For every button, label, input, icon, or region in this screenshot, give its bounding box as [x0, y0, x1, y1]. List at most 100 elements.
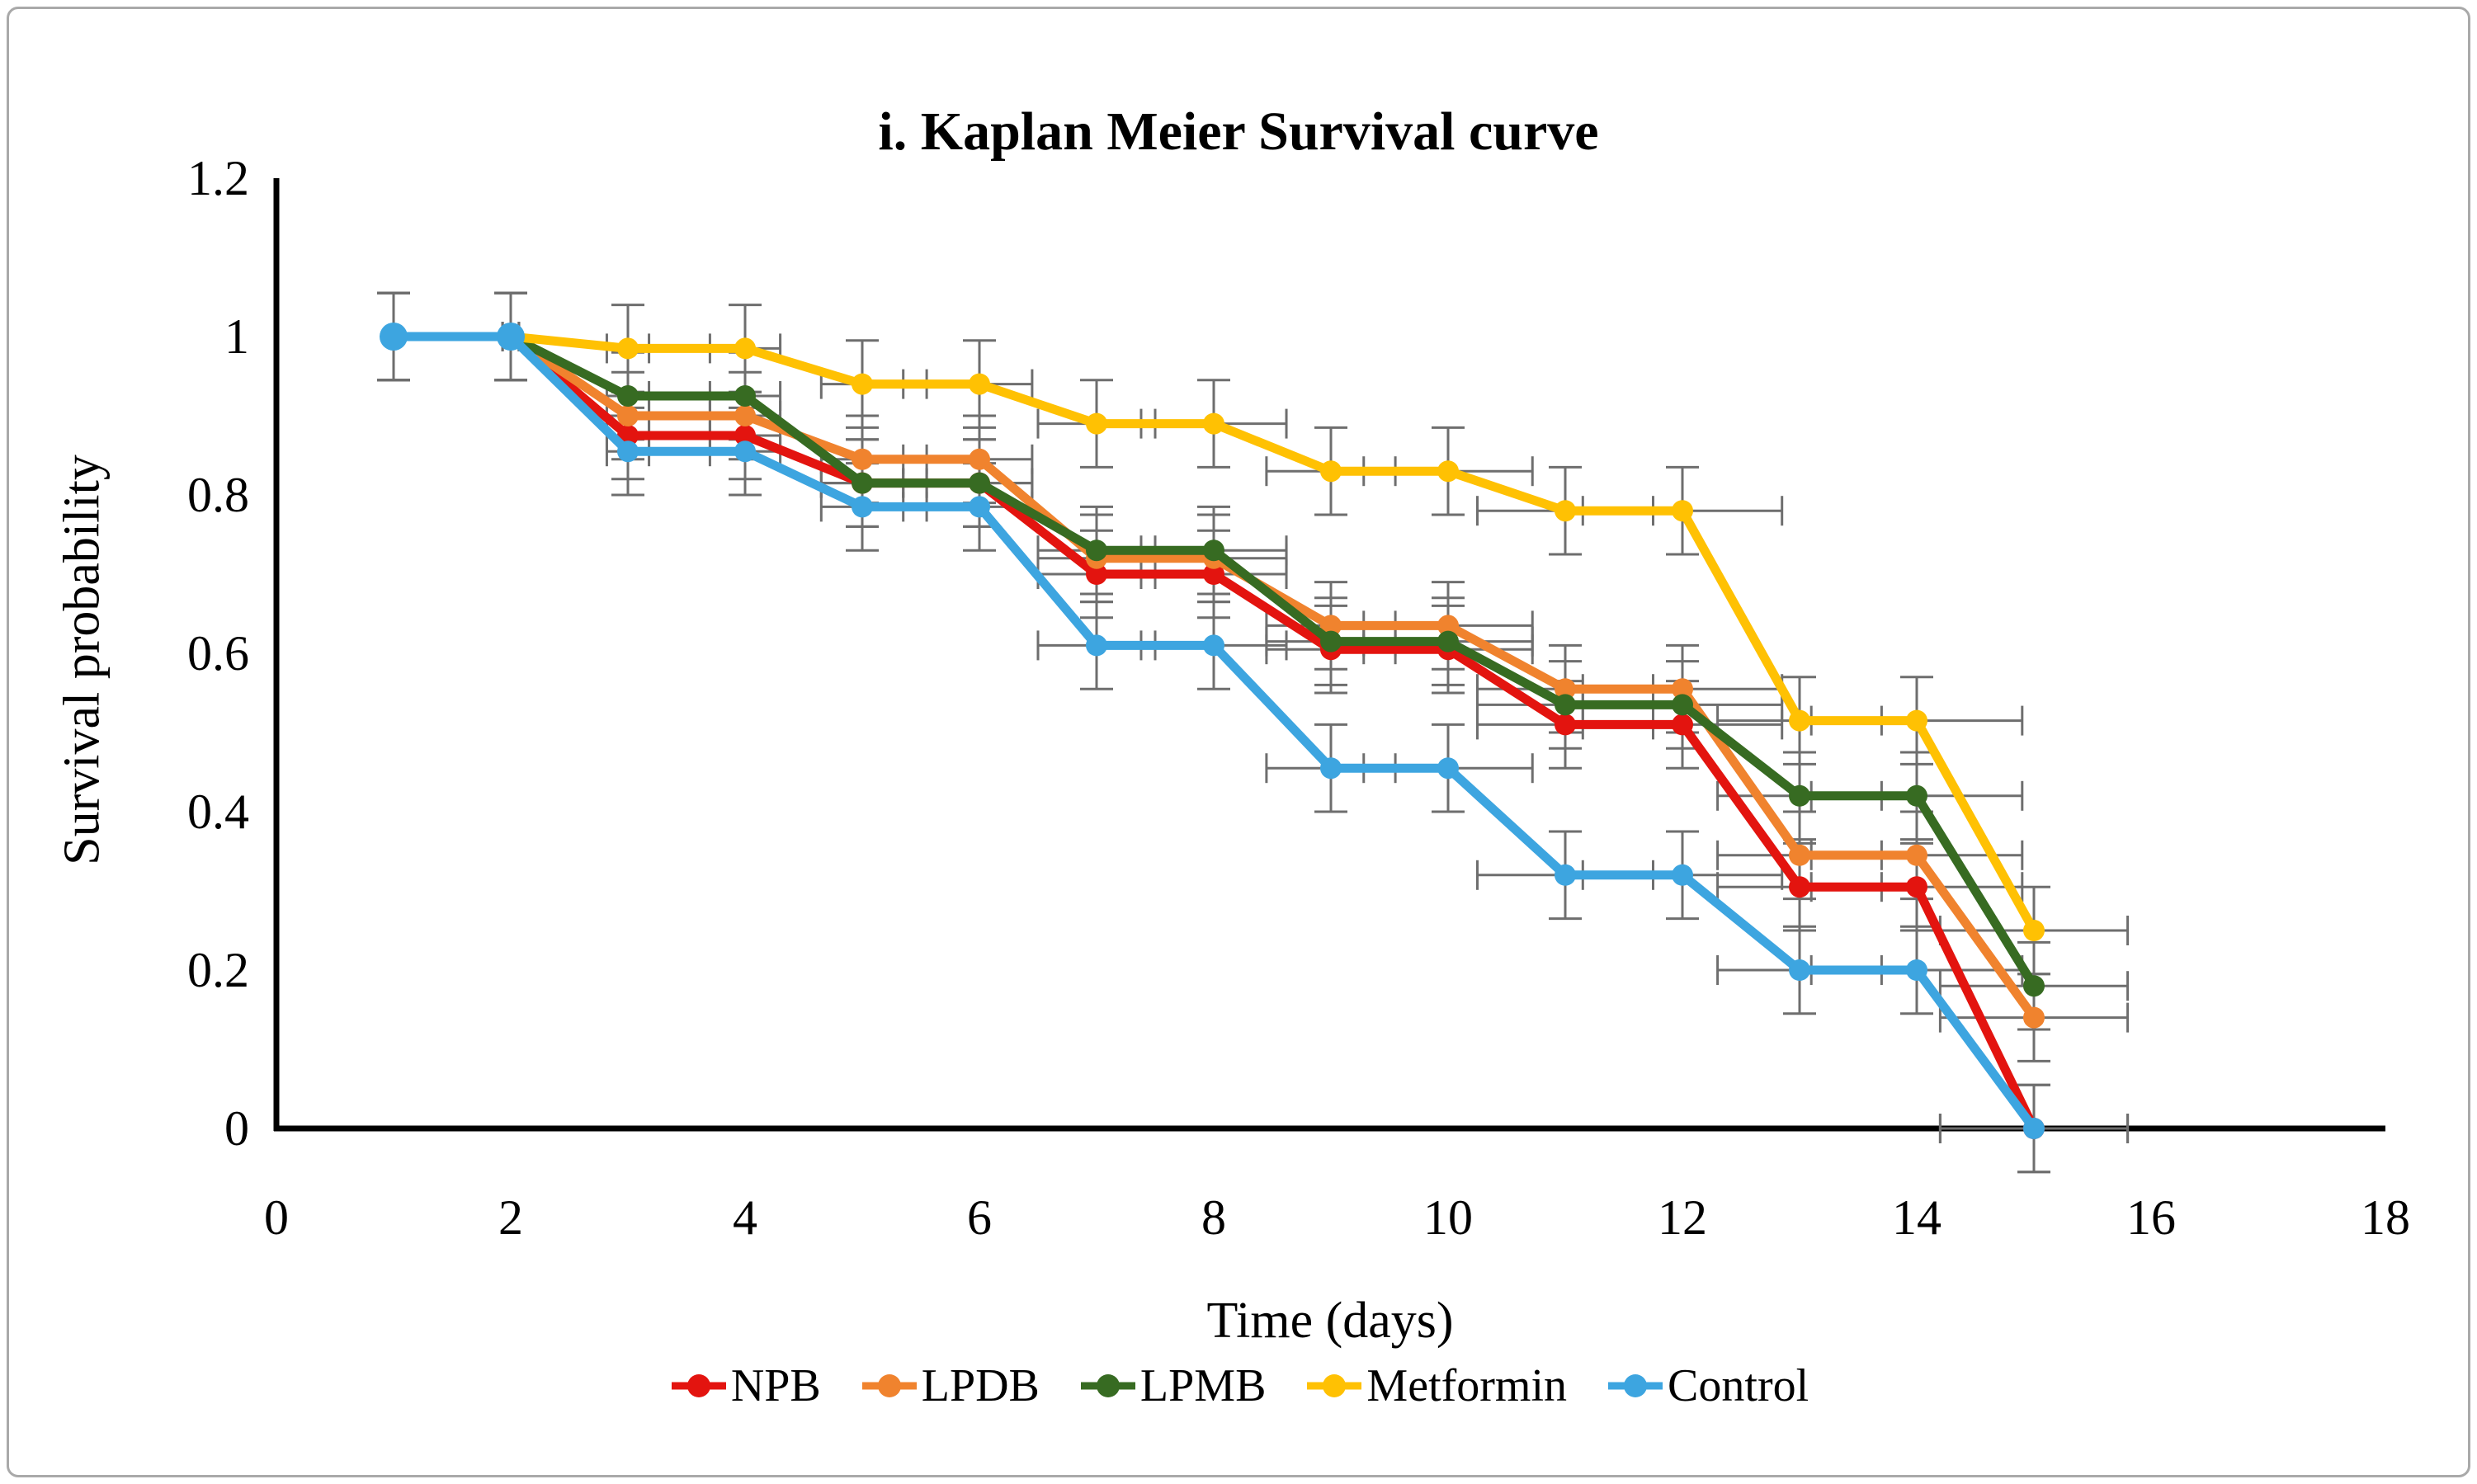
series-Control-point-day7 [1086, 634, 1107, 657]
y-tick-label-0.8: 0.8 [187, 468, 249, 522]
series-LPMB-point-day9 [1320, 630, 1342, 652]
series-LPMB-point-day5 [852, 472, 873, 494]
x-tick-label-16: 16 [2126, 1190, 2176, 1245]
x-axis-title: Time (days) [1206, 1293, 1454, 1349]
series-Metformin-point-day14 [1906, 709, 1927, 732]
legend-marker-dot [686, 1374, 710, 1397]
legend-marker-Control [1608, 1374, 1663, 1397]
x-tick-label-18: 18 [2361, 1190, 2410, 1245]
series-NPB-point-day12 [1672, 714, 1693, 736]
y-tick-label-0.4: 0.4 [187, 784, 249, 839]
series-LPDB-point-day4 [734, 405, 756, 426]
series-Control-point-day2 [497, 323, 525, 351]
series-LPMB-point-day11 [1555, 694, 1576, 716]
series-LPDB-point-day10 [1437, 615, 1459, 637]
series-Control-point-day8 [1203, 634, 1224, 657]
legend-marker-dot [1323, 1374, 1347, 1397]
series-Metformin-point-day4 [734, 337, 756, 360]
y-tick-label-1: 1 [224, 309, 249, 364]
x-tick-label-10: 10 [1423, 1190, 1473, 1245]
series-LPMB-point-day15 [2023, 975, 2045, 997]
series-Metformin-point-day13 [1789, 709, 1810, 732]
legend-item-LPDB: LPDB [859, 1359, 1040, 1412]
series-Control-point-day5 [852, 496, 873, 518]
series-LPMB-point-day3 [617, 385, 639, 407]
series-Metformin-point-day11 [1555, 500, 1576, 522]
x-tick-label-2: 2 [498, 1190, 523, 1245]
series-Metformin-point-day6 [969, 373, 990, 395]
legend-label-Control: Control [1668, 1360, 1809, 1411]
x-tick-label-14: 14 [1892, 1190, 1941, 1245]
y-tick-label-0.6: 0.6 [187, 626, 249, 681]
legend-item-NPB: NPB [668, 1359, 821, 1412]
series-Control-point-day1 [380, 323, 408, 351]
series-Control-point-day11 [1555, 864, 1576, 886]
series-LPDB-point-day9 [1320, 615, 1342, 637]
series-Control-point-day3 [617, 440, 639, 463]
legend-marker-dot [877, 1374, 901, 1397]
series-Control-point-day9 [1320, 757, 1342, 780]
y-tick-label-1.2: 1.2 [187, 151, 249, 205]
series-NPB-point-day13 [1789, 876, 1810, 898]
series-LPDB-point-day14 [1906, 844, 1927, 866]
x-tick-label-8: 8 [1201, 1190, 1226, 1245]
series-LPMB-point-day8 [1203, 539, 1224, 562]
series-Control-point-day14 [1906, 959, 1927, 981]
series-NPB-point-day8 [1203, 563, 1224, 585]
error-bars [377, 291, 2130, 1174]
legend-label-LPDB: LPDB [921, 1360, 1040, 1411]
legend-marker-Metformin [1307, 1374, 1362, 1397]
series-LPMB-point-day6 [969, 472, 990, 494]
series-NPB-point-day11 [1555, 714, 1576, 736]
series-NPB-point-day4 [734, 425, 756, 446]
legend-item-LPMB: LPMB [1078, 1359, 1267, 1412]
series-LPMB-point-day14 [1906, 784, 1927, 807]
series-LPMB-point-day7 [1086, 539, 1107, 562]
legend-item-Metformin: Metformin [1304, 1359, 1567, 1412]
series-LPDB-point-day11 [1555, 678, 1576, 700]
series-LPDB-point-day6 [969, 448, 990, 470]
x-tick-label-6: 6 [967, 1190, 992, 1245]
series-NPB-point-day7 [1086, 563, 1107, 585]
legend-marker-dot [1096, 1374, 1120, 1397]
legend-marker-NPB [671, 1374, 726, 1397]
series-Metformin-point-day12 [1672, 500, 1693, 522]
series-Metformin-point-day8 [1203, 412, 1224, 435]
y-tick-label-0.2: 0.2 [187, 943, 249, 997]
series-Control-point-day6 [969, 496, 990, 518]
series-Metformin-point-day15 [2023, 920, 2045, 941]
x-tick-label-12: 12 [1658, 1190, 1707, 1245]
series-Control-point-day13 [1789, 959, 1810, 981]
legend-label-NPB: NPB [730, 1360, 821, 1411]
series-Control [380, 323, 2045, 1139]
legend-item-Control: Control [1605, 1359, 1809, 1412]
series-Metformin-point-day10 [1437, 460, 1459, 483]
legend-label-LPMB: LPMB [1139, 1360, 1267, 1411]
series-LPMB-point-day4 [734, 385, 756, 407]
y-tick-label-0: 0 [224, 1101, 249, 1156]
series-Metformin-point-day5 [852, 373, 873, 395]
series-LPDB-point-day5 [852, 448, 873, 470]
legend: NPB LPDB LPMB Metformin Control [0, 1359, 2477, 1412]
series-NPB-point-day14 [1906, 876, 1927, 898]
series-LPMB-point-day13 [1789, 784, 1810, 807]
legend-marker-LPDB [861, 1374, 917, 1397]
legend-marker-LPMB [1080, 1374, 1135, 1397]
x-tick-label-0: 0 [264, 1190, 289, 1245]
chart-title: i. Kaplan Meier Survival curve [878, 101, 1599, 162]
series-LPDB-point-day3 [617, 405, 639, 426]
series-Metformin-point-day3 [617, 337, 639, 360]
series-LPDB-point-day12 [1672, 678, 1693, 700]
legend-marker-dot [1624, 1374, 1648, 1397]
series-LPMB-point-day12 [1672, 694, 1693, 716]
series-Metformin-point-day7 [1086, 412, 1107, 435]
series-Metformin-point-day9 [1320, 460, 1342, 483]
series-Control-point-day4 [734, 440, 756, 463]
series-LPDB-point-day15 [2023, 1006, 2045, 1029]
legend-label-Metformin: Metformin [1366, 1360, 1568, 1411]
series-Control-point-day15 [2023, 1118, 2045, 1139]
x-tick-label-4: 4 [733, 1190, 757, 1245]
series-Control-point-day10 [1437, 757, 1459, 780]
